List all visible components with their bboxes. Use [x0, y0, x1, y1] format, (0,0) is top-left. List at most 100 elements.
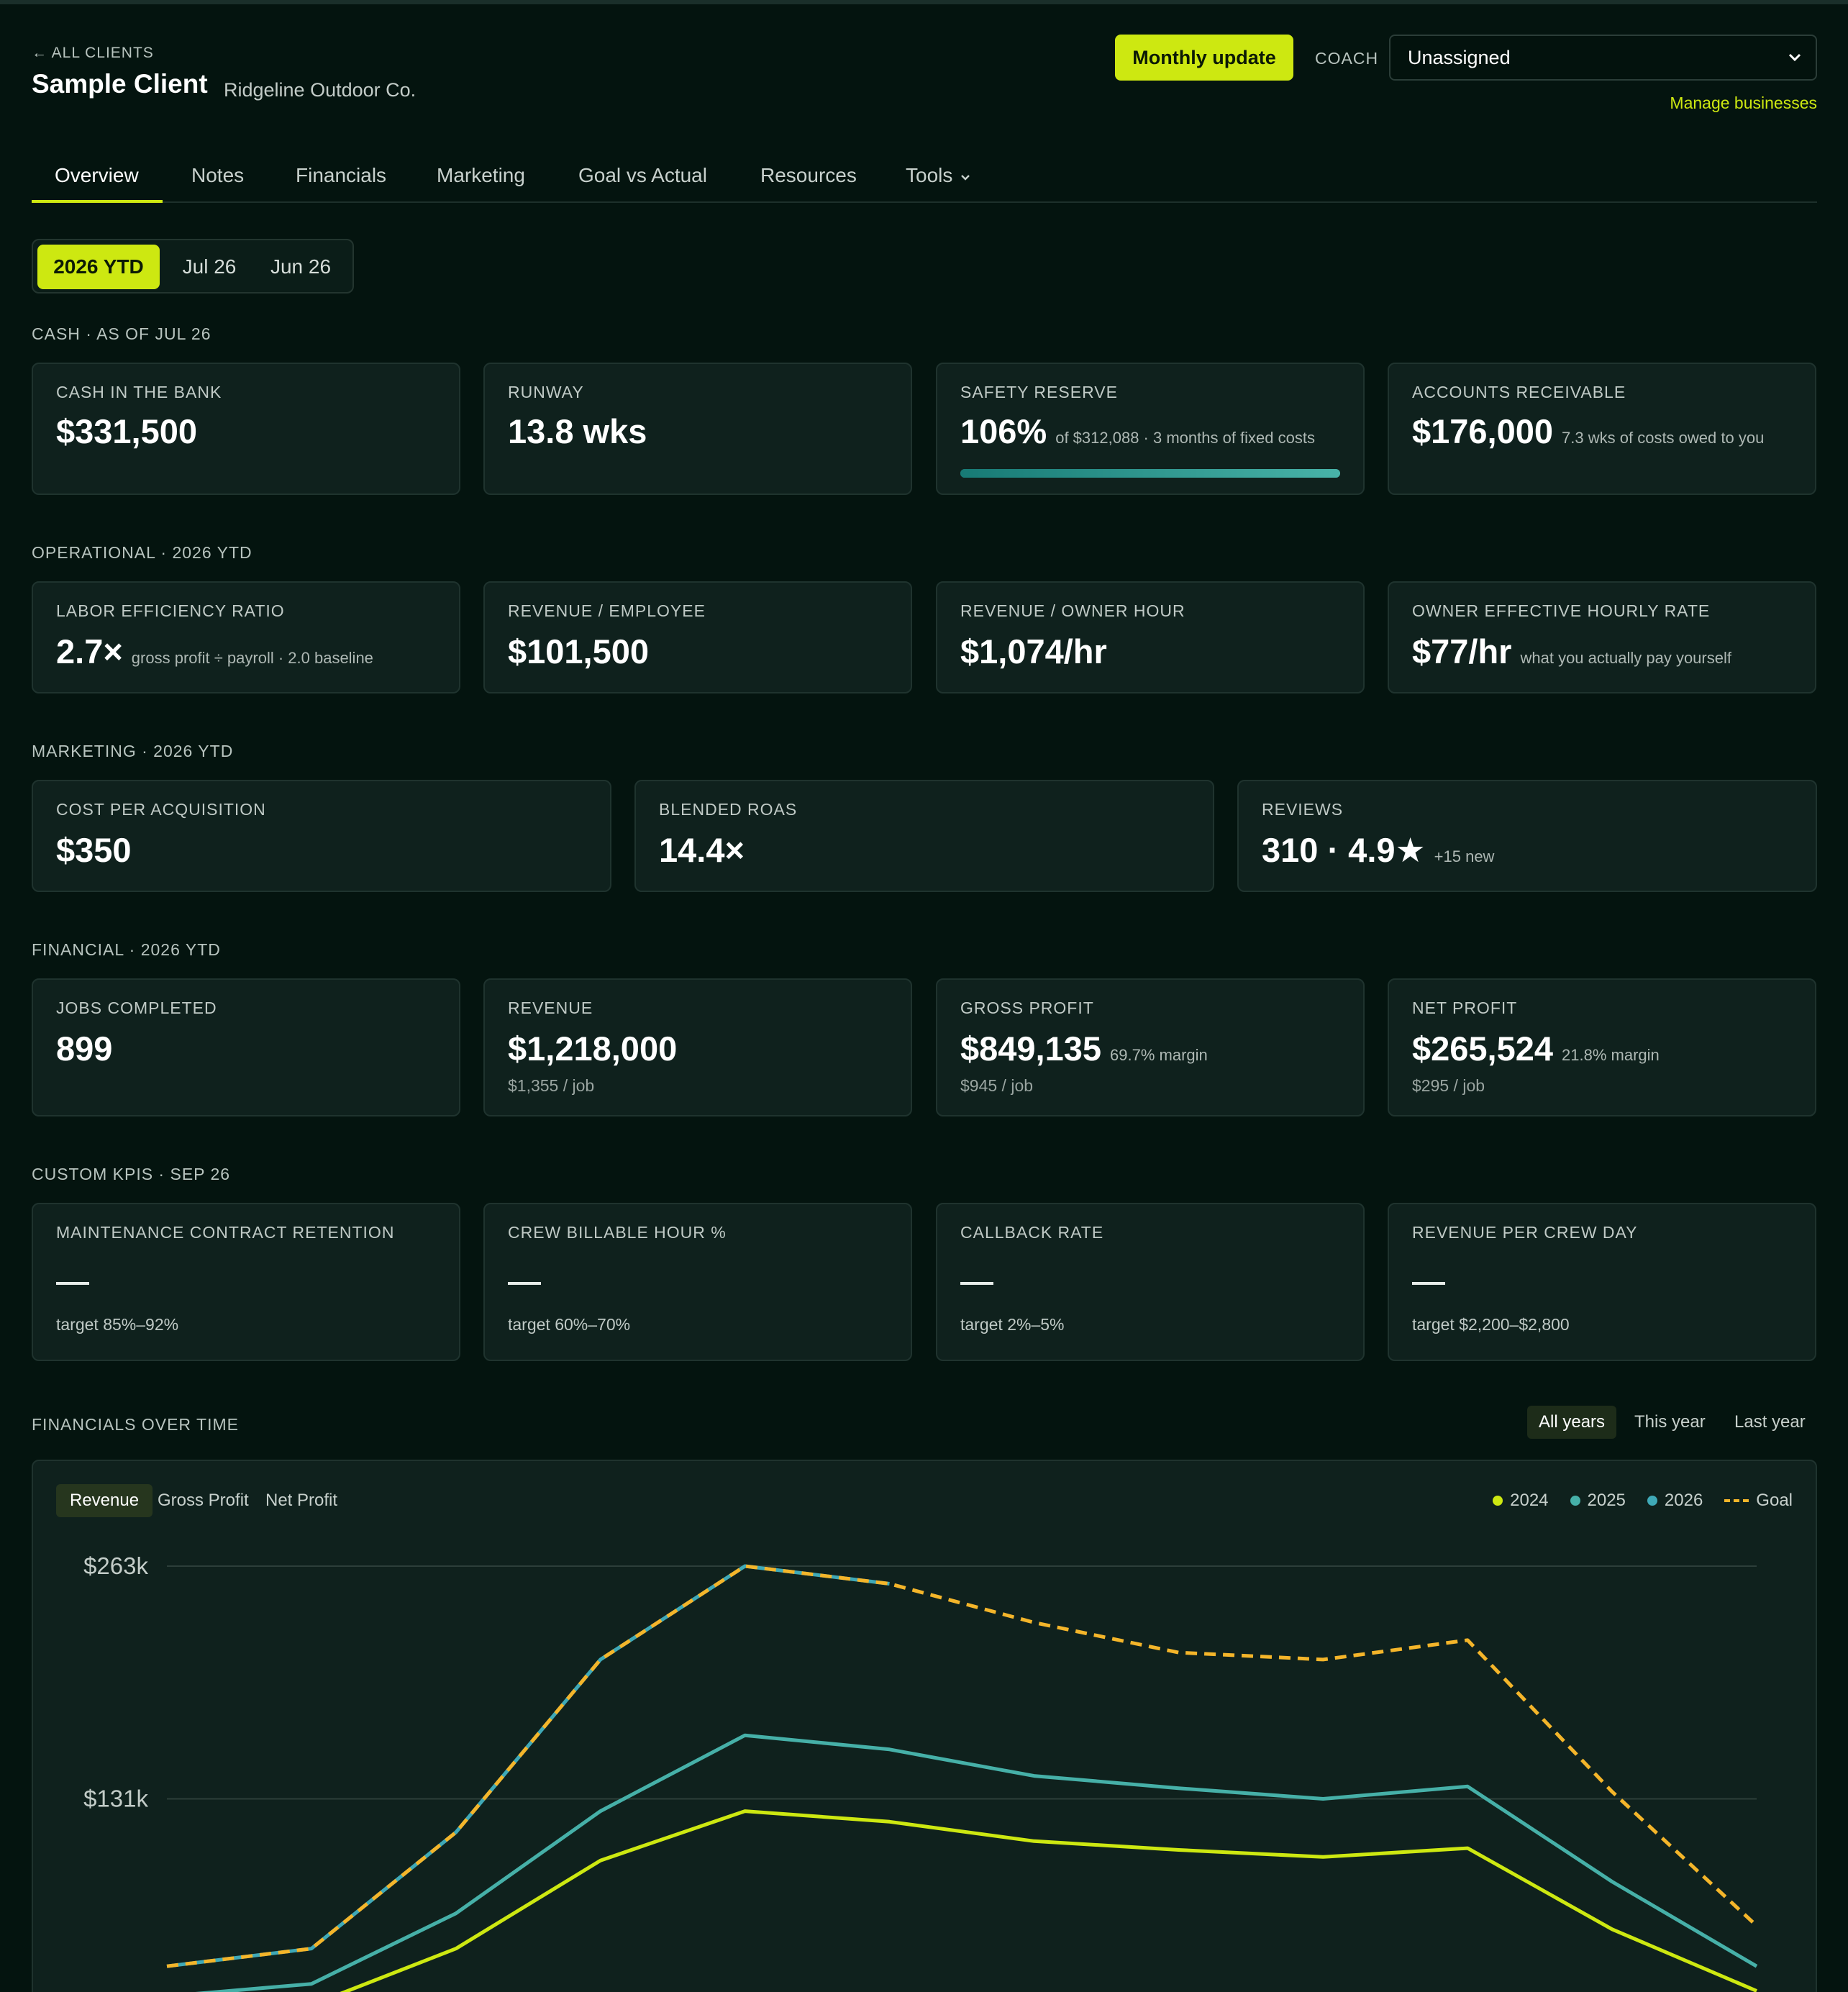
tab-tools[interactable]: Tools — [906, 164, 971, 187]
card-label: RUNWAY — [508, 383, 584, 401]
empty-value-dash — [508, 1282, 541, 1285]
legend-label: 2026 — [1664, 1491, 1703, 1510]
y-tick-label: $263k — [83, 1552, 148, 1579]
tab-overview[interactable]: Overview — [55, 164, 139, 186]
progress-fill — [960, 469, 1340, 478]
legend-label: 2024 — [1510, 1491, 1549, 1510]
empty-value-dash — [1412, 1282, 1445, 1285]
legend-dot — [1647, 1496, 1657, 1506]
cpa-card: COST PER ACQUISITION $350 — [32, 780, 611, 892]
card-label: REVENUE / EMPLOYEE — [508, 601, 706, 620]
custom-kpis-section-label: CUSTOM KPIS · SEP 26 — [32, 1165, 231, 1183]
reviews-card: REVIEWS 310 · 4.9★ +15 new — [1237, 780, 1817, 892]
legend-label: Goal — [1756, 1491, 1793, 1510]
marketing-section-label: MARKETING · 2026 YTD — [32, 742, 234, 760]
empty-value-dash — [56, 1282, 89, 1285]
kpi-card: CALLBACK RATE target 2%–5% — [936, 1203, 1365, 1361]
card-label: COST PER ACQUISITION — [56, 800, 266, 819]
financials-over-time-label: FINANCIALS OVER TIME — [32, 1415, 239, 1434]
monthly-update-button[interactable]: Monthly update — [1115, 35, 1293, 81]
chevron-down-icon — [961, 174, 970, 181]
series-line-2024 — [340, 1809, 1757, 1992]
card-value: $350 — [56, 831, 132, 869]
card-value: $1,074/hr — [960, 632, 1107, 670]
kpi-card: CREW BILLABLE HOUR % target 60%–70% — [483, 1203, 912, 1361]
kpi-target: target $2,200–$2,800 — [1412, 1315, 1570, 1334]
revenue-card: REVENUE $1,218,000 $1,355 / job — [483, 978, 912, 1116]
card-label: BLENDED ROAS — [659, 800, 798, 819]
safety-reserve-card: SAFETY RESERVE 106% of $312,088 · 3 month… — [936, 363, 1365, 495]
card-label: CREW BILLABLE HOUR % — [508, 1223, 727, 1242]
coach-select[interactable]: Unassigned — [1389, 35, 1817, 81]
period-jun-26[interactable]: Jun 26 — [270, 255, 332, 278]
kpi-target: target 85%–92% — [56, 1315, 179, 1334]
series-line-goal — [166, 1564, 1758, 1968]
revenue-per-employee-card: REVENUE / EMPLOYEE $101,500 — [483, 581, 912, 693]
card-label: JOBS COMPLETED — [56, 999, 217, 1017]
card-note: 69.7% margin — [1110, 1046, 1208, 1064]
client-name: Sample Client — [32, 69, 208, 99]
top-border — [0, 0, 1848, 4]
legend-label: 2025 — [1587, 1491, 1626, 1510]
card-value: $101,500 — [508, 632, 650, 670]
card-label: OWNER EFFECTIVE HOURLY RATE — [1412, 601, 1711, 620]
period-toggle: 2026 YTD Jul 26 Jun 26 — [32, 239, 354, 294]
range-this-year[interactable]: This year — [1634, 1412, 1706, 1432]
coach-select-value: Unassigned — [1408, 46, 1511, 68]
tab-goal-vs-actual[interactable]: Goal vs Actual — [578, 164, 707, 186]
kpi-card: REVENUE PER CREW DAY target $2,200–$2,80… — [1388, 1203, 1816, 1361]
card-value: 899 — [56, 1029, 113, 1068]
period-2026-ytd[interactable]: 2026 YTD — [37, 245, 160, 289]
all-clients-link[interactable]: ← ALL CLIENTS — [32, 45, 154, 61]
revenue-per-owner-hour-card: REVENUE / OWNER HOUR $1,074/hr — [936, 581, 1365, 693]
revenue-line-chart: $263k $131k — [83, 1552, 1758, 1992]
card-value: $265,524 — [1412, 1029, 1554, 1068]
tab-notes[interactable]: Notes — [191, 164, 245, 186]
card-sub: $945 / job — [960, 1076, 1034, 1095]
roas-card: BLENDED ROAS 14.4× — [634, 780, 1214, 892]
chart-legend: 2024 2025 2026 Goal — [1471, 1484, 1793, 1517]
safety-reserve-progress-bar — [960, 469, 1340, 478]
card-value: $1,218,000 — [508, 1029, 678, 1068]
metric-tab-net-profit[interactable]: Net Profit — [265, 1491, 338, 1510]
card-label: LABOR EFFICIENCY RATIO — [56, 601, 285, 620]
tab-financials[interactable]: Financials — [296, 164, 387, 186]
card-note: of $312,088 · 3 months of fixed costs — [1055, 429, 1315, 447]
legend-item-goal: Goal — [1724, 1491, 1793, 1511]
main-tabs: Overview Notes Financials Marketing Goal… — [32, 151, 1817, 203]
card-label: GROSS PROFIT — [960, 999, 1094, 1017]
range-all-years[interactable]: All years — [1527, 1406, 1617, 1439]
card-value: 14.4× — [659, 831, 745, 869]
legend-item-2026: 2026 — [1647, 1491, 1703, 1511]
range-last-year[interactable]: Last year — [1734, 1412, 1806, 1432]
manage-businesses-link[interactable]: Manage businesses — [1670, 94, 1817, 112]
y-tick-label: $131k — [83, 1785, 148, 1811]
card-value: 106% — [960, 412, 1047, 450]
metric-tab-revenue[interactable]: Revenue — [56, 1484, 153, 1517]
card-sub: $1,355 / job — [508, 1076, 595, 1095]
period-jul-26[interactable]: Jul 26 — [182, 255, 237, 278]
card-label: CALLBACK RATE — [960, 1223, 1104, 1242]
card-value: 13.8 wks — [508, 412, 647, 450]
owner-hourly-rate-card: OWNER EFFECTIVE HOURLY RATE $77/hr what y… — [1388, 581, 1816, 693]
card-note: +15 new — [1434, 847, 1495, 865]
card-note: 21.8% margin — [1562, 1046, 1660, 1064]
kpi-target: target 60%–70% — [508, 1315, 631, 1334]
tab-resources[interactable]: Resources — [760, 164, 857, 186]
coach-label: COACH — [1315, 49, 1379, 68]
operational-section-label: OPERATIONAL · 2026 YTD — [32, 543, 252, 562]
card-note: gross profit ÷ payroll · 2.0 baseline — [131, 649, 373, 667]
labor-efficiency-card: LABOR EFFICIENCY RATIO 2.7× gross profit … — [32, 581, 460, 693]
legend-dash — [1724, 1499, 1749, 1502]
card-label: NET PROFIT — [1412, 999, 1518, 1017]
card-label: SAFETY RESERVE — [960, 383, 1118, 401]
gross-profit-card: GROSS PROFIT $849,135 69.7% margin $945 /… — [936, 978, 1365, 1116]
card-label: CASH IN THE BANK — [56, 383, 222, 401]
card-label: MAINTENANCE CONTRACT RETENTION — [56, 1223, 395, 1242]
accounts-receivable-card: ACCOUNTS RECEIVABLE $176,000 7.3 wks of c… — [1388, 363, 1816, 495]
empty-value-dash — [960, 1282, 993, 1285]
card-label: REVIEWS — [1262, 800, 1344, 819]
cash-section-label: CASH · AS OF JUL 26 — [32, 324, 211, 343]
metric-tab-gross-profit[interactable]: Gross Profit — [158, 1491, 249, 1510]
tab-marketing[interactable]: Marketing — [437, 164, 525, 186]
